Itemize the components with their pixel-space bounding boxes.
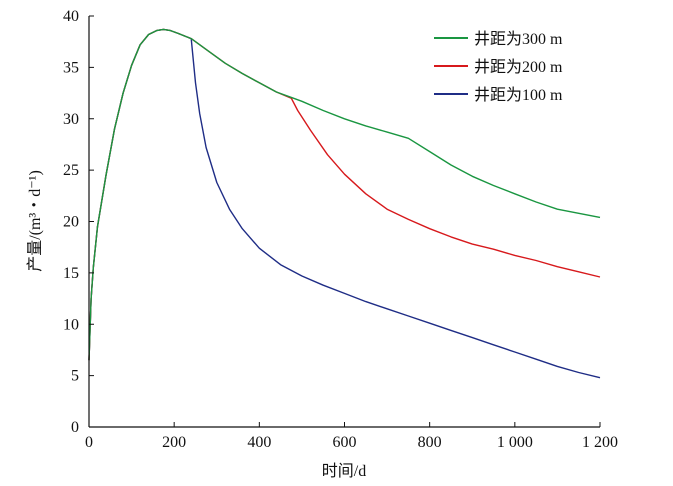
y-tick-label: 35 <box>63 59 79 76</box>
axes <box>88 16 600 428</box>
y-tick-label: 25 <box>63 162 79 179</box>
y-axis-title: 产量/(m³・d⁻¹) <box>26 170 44 272</box>
y-tick-label: 30 <box>63 111 79 128</box>
x-tick-label: 1 200 <box>582 434 618 451</box>
x-tick-label: 200 <box>162 434 186 451</box>
x-tick-label: 800 <box>418 434 442 451</box>
legend-label: 井距为100 m <box>474 86 563 104</box>
x-tick-label: 600 <box>333 434 357 451</box>
series-line <box>88 28 601 361</box>
x-tick-label: 0 <box>85 434 93 451</box>
y-tick-label: 5 <box>71 368 79 385</box>
y-tick-label: 40 <box>63 8 79 25</box>
y-tick-label: 20 <box>63 214 79 231</box>
x-tick-label: 400 <box>247 434 271 451</box>
y-tick-label: 15 <box>63 265 79 282</box>
y-tick-label: 10 <box>63 316 79 333</box>
series-line <box>88 28 601 361</box>
y-tick-label: 0 <box>71 419 79 436</box>
legend-label: 井距为300 m <box>474 30 563 48</box>
ticks: 0 200 400 600 800 1 000 1 200 0 5 10 15 20 25 30 35 40 <box>63 8 618 451</box>
x-axis-title: 时间/d <box>322 462 366 480</box>
legend: 井距为300 m 井距为200 m 井距为100 m <box>434 30 563 104</box>
plot-lines <box>88 28 601 379</box>
x-tick-label: 1 000 <box>497 434 533 451</box>
series-line <box>88 28 601 379</box>
legend-label: 井距为200 m <box>474 58 563 76</box>
